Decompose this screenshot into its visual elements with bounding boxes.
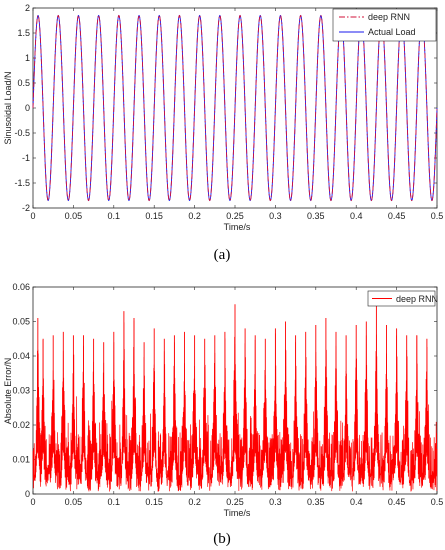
panel-a-xtick-label: 0.5 [431, 211, 444, 221]
panel-b-xtick-label: 0.3 [269, 497, 282, 507]
panel-a-xtick-label: 0.15 [145, 211, 163, 221]
panel-a-xtick-label: 0 [30, 211, 35, 221]
panel-a-ytick-label: 2 [25, 3, 30, 13]
panel-a-xtick-label: 0.3 [269, 211, 282, 221]
panel-a: -2 -1.5 -1 -0.5 0 0.5 1 1.5 2 0 0.05 0.1 0.15 0.2 0.2… [3, 3, 443, 263]
panel-a-ytick-label: -1 [22, 153, 30, 163]
legend-box-b [367, 290, 436, 307]
legend-box-a [332, 8, 437, 42]
panel-b-xtick-label: 0.4 [350, 497, 363, 507]
panel-b-xtick-label: 0.05 [65, 497, 83, 507]
panel-b: 0 0.01 0.02 0.03 0.04 0.05 0.06 0 0.05 0.1 0.15 0.… [3, 282, 443, 547]
panel-a-xtick-label: 0.1 [108, 211, 121, 221]
panel-b-ytick-label: 0 [25, 489, 30, 499]
panel-b-ytick-label: 0.03 [12, 386, 30, 396]
legend-label-deep-rnn-a: deep RNN [368, 12, 410, 22]
panel-a-ytick-label: 1.5 [17, 28, 30, 38]
panel-a-ytick-label: 0.5 [17, 78, 30, 88]
panel-b-ytick-label: 0.01 [12, 455, 30, 465]
series-group-a [32, 14, 438, 202]
panel-a-xtick-label: 0.2 [188, 211, 201, 221]
panel-caption-b: (b) [213, 531, 231, 547]
panel-a-ytick-label: -2 [22, 203, 30, 213]
series-group-b [32, 304, 438, 492]
panel-b-ytick-label: 0.04 [12, 351, 30, 361]
panel-a-xtick-label: 0.25 [226, 211, 244, 221]
x-axis-a: 0 0.05 0.1 0.15 0.2 0.25 0.3 0.35 0.4 0.45 0.5 [30, 8, 443, 221]
panel-b-xtick-label: 0.25 [226, 497, 244, 507]
panel-caption-a: (a) [214, 247, 231, 263]
panel-a-xtick-label: 0.05 [65, 211, 83, 221]
panel-b-xtick-label: 0.35 [307, 497, 325, 507]
panel-a-xtick-label: 0.35 [307, 211, 325, 221]
legend-a: deep RNN Actual Load [332, 8, 437, 42]
panel-b-xtick-label: 0.45 [388, 497, 406, 507]
series-deep-rnn-line [32, 14, 438, 202]
y-axis-label-a: Sinusoidal Load/N [3, 71, 13, 144]
x-axis-label-b: Time/s [224, 508, 251, 518]
panel-a-ytick-label: -1.5 [14, 178, 30, 188]
panel-b-xtick-label: 0.2 [188, 497, 201, 507]
panel-a-ytick-label: -0.5 [14, 128, 30, 138]
x-axis-label-a: Time/s [224, 222, 251, 232]
panel-b-xtick-label: 0.1 [108, 497, 121, 507]
panel-b-ytick-label: 0.06 [12, 282, 30, 292]
y-axis-label-b: Absolute Error/N [3, 358, 13, 425]
x-axis-b: 0 0.05 0.1 0.15 0.2 0.25 0.3 0.35 0.4 0.45 0.5 [30, 287, 443, 507]
panel-b-ytick-label: 0.05 [12, 317, 30, 327]
panel-a-xtick-label: 0.45 [388, 211, 406, 221]
panel-a-xtick-label: 0.4 [350, 211, 363, 221]
y-axis-b: 0 0.01 0.02 0.03 0.04 0.05 0.06 [12, 282, 437, 499]
panel-b-xtick-label: 0 [30, 497, 35, 507]
legend-label-actual-load-a: Actual Load [368, 27, 416, 37]
legend-label-deep-rnn-b: deep RNN [396, 294, 438, 304]
legend-b: deep RNN [367, 290, 438, 307]
panel-b-ytick-label: 0.02 [12, 420, 30, 430]
panel-a-ytick-label: 0 [25, 103, 30, 113]
panel-b-xtick-label: 0.15 [145, 497, 163, 507]
panel-b-xtick-label: 0.5 [431, 497, 444, 507]
panel-a-ytick-label: 1 [25, 53, 30, 63]
